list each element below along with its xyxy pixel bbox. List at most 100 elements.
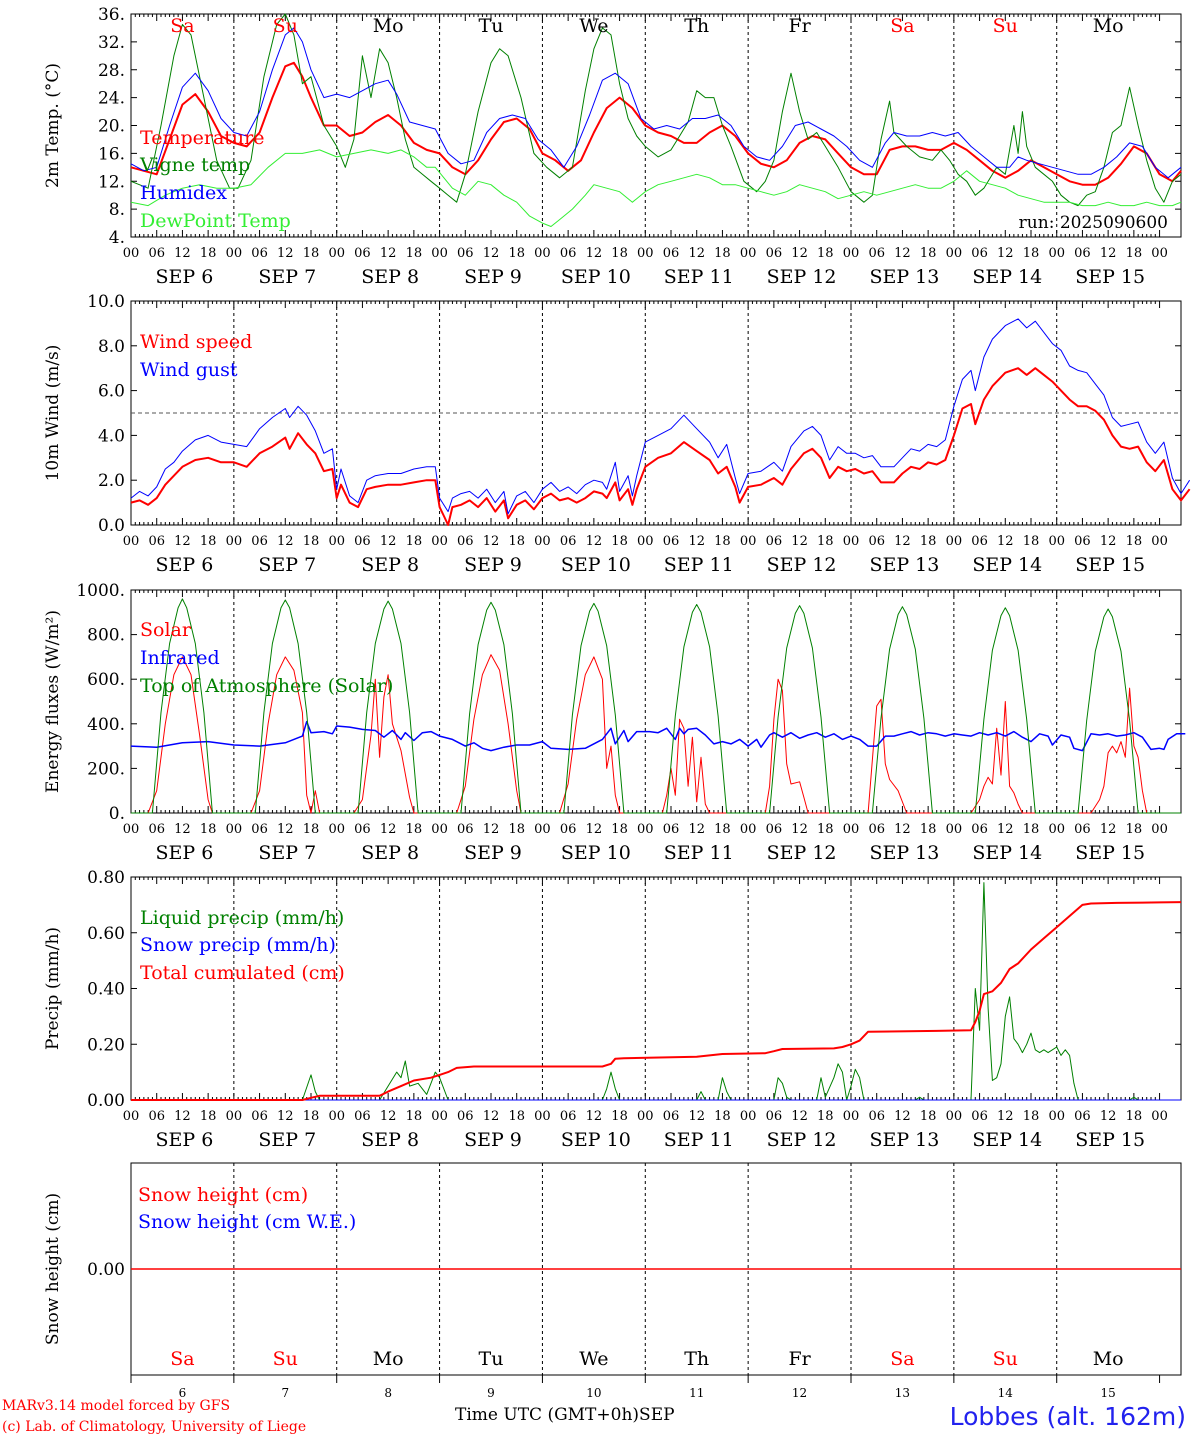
hour-label: 18 bbox=[200, 534, 217, 549]
run-annotation: run: 2025090600 bbox=[1019, 213, 1168, 233]
y-tick-label: 6.0 bbox=[98, 382, 125, 402]
date-label: SEP 10 bbox=[561, 554, 631, 576]
hour-label: 12 bbox=[997, 1109, 1014, 1124]
hour-label: 00 bbox=[740, 246, 757, 261]
y-tick-label: 800. bbox=[87, 626, 125, 646]
hour-label: 18 bbox=[200, 1109, 217, 1124]
day-number: 13 bbox=[895, 1386, 910, 1400]
hour-label: 12 bbox=[894, 246, 911, 261]
hour-label: 06 bbox=[148, 534, 165, 549]
y-tick-label: 8. bbox=[109, 200, 125, 220]
hour-label: 06 bbox=[560, 534, 577, 549]
y-tick-label: 0.60 bbox=[87, 924, 125, 944]
day-abbr-top: Su bbox=[273, 15, 298, 37]
hour-label: 18 bbox=[714, 822, 731, 837]
hour-label: 06 bbox=[1074, 822, 1091, 837]
hour-label: 00 bbox=[123, 1109, 140, 1124]
hour-label: 12 bbox=[997, 534, 1014, 549]
hour-label: 06 bbox=[251, 822, 268, 837]
day-number: 11 bbox=[689, 1386, 704, 1400]
date-label: SEP 8 bbox=[361, 266, 419, 288]
series-line-infrared bbox=[130, 720, 1186, 752]
hour-label: 00 bbox=[1048, 1109, 1065, 1124]
station-name: Lobbes (alt. 162m) bbox=[949, 1402, 1186, 1431]
hour-label: 00 bbox=[123, 534, 140, 549]
day-abbr-bottom: Sa bbox=[890, 1348, 914, 1370]
day-number: 10 bbox=[586, 1386, 601, 1400]
hour-label: 06 bbox=[663, 1109, 680, 1124]
hour-label: 00 bbox=[1151, 1109, 1168, 1124]
hour-label: 18 bbox=[1126, 822, 1143, 837]
legend-snow-height-cm-: Snow height (cm) bbox=[138, 1184, 308, 1206]
date-label: SEP 9 bbox=[464, 842, 522, 864]
legend-total-cumulated-cm-: Total cumulated (cm) bbox=[140, 962, 345, 984]
hour-label: 00 bbox=[843, 822, 860, 837]
hour-label: 00 bbox=[946, 1109, 963, 1124]
hour-label: 06 bbox=[1074, 1109, 1091, 1124]
series-line-total-cumulated-cm- bbox=[131, 901, 1182, 1101]
day-abbr-top: Sa bbox=[890, 15, 914, 37]
y-tick-label: 28. bbox=[98, 61, 125, 81]
date-label: SEP 11 bbox=[664, 266, 734, 288]
hour-label: 18 bbox=[303, 1109, 320, 1124]
hour-label: 18 bbox=[611, 822, 628, 837]
hour-label: 12 bbox=[791, 822, 808, 837]
hour-label: 12 bbox=[380, 822, 397, 837]
date-label: SEP 6 bbox=[156, 1129, 214, 1151]
hour-label: 00 bbox=[637, 534, 654, 549]
hour-label: 18 bbox=[200, 822, 217, 837]
hour-label: 12 bbox=[586, 246, 603, 261]
y-tick-label: 0.20 bbox=[87, 1035, 125, 1055]
hour-label: 12 bbox=[894, 534, 911, 549]
hour-label: 18 bbox=[508, 822, 525, 837]
date-label: SEP 6 bbox=[156, 842, 214, 864]
date-label: SEP 9 bbox=[464, 266, 522, 288]
hour-label: 12 bbox=[380, 246, 397, 261]
hour-label: 00 bbox=[534, 534, 551, 549]
hour-label: 00 bbox=[946, 822, 963, 837]
hour-label: 00 bbox=[123, 246, 140, 261]
hour-label: 00 bbox=[534, 1109, 551, 1124]
panel-2: 0.0 2.0 4.0 6.0 8.0 10.0 10m Wind (m/s) Wind sp… bbox=[43, 292, 1191, 576]
date-label: SEP 6 bbox=[156, 266, 214, 288]
hour-label: 12 bbox=[586, 822, 603, 837]
hour-label: 12 bbox=[688, 1109, 705, 1124]
day-abbr-bottom: Mo bbox=[1093, 1348, 1124, 1370]
series-line-top-of-atmosphere-solar- bbox=[131, 598, 1181, 814]
y-tick-label: 600. bbox=[87, 670, 125, 690]
hour-label: 00 bbox=[226, 822, 243, 837]
date-label: SEP 10 bbox=[561, 842, 631, 864]
hour-label: 00 bbox=[534, 822, 551, 837]
date-label: SEP 10 bbox=[561, 266, 631, 288]
day-number: 12 bbox=[792, 1386, 807, 1400]
y-tick-label: 12. bbox=[98, 172, 125, 192]
hour-label: 12 bbox=[997, 246, 1014, 261]
day-abbr-top: Fr bbox=[788, 15, 811, 37]
hour-label: 00 bbox=[328, 246, 345, 261]
y-tick-label: 0. bbox=[109, 804, 125, 824]
day-abbr-bottom: We bbox=[579, 1348, 608, 1370]
date-label: SEP 7 bbox=[258, 842, 316, 864]
date-label: SEP 12 bbox=[767, 266, 837, 288]
hour-label: 06 bbox=[868, 246, 885, 261]
date-label: SEP 12 bbox=[767, 1129, 837, 1151]
hour-label: 06 bbox=[766, 534, 783, 549]
y-axis-title: 2m Temp. (°C) bbox=[43, 63, 63, 188]
hour-label: 00 bbox=[431, 246, 448, 261]
panel-5: 0.00 Snow height (cm) Snow height (cm) Snow… bbox=[43, 1162, 1182, 1383]
hour-label: 12 bbox=[586, 534, 603, 549]
hour-label: 12 bbox=[380, 1109, 397, 1124]
hour-label: 18 bbox=[1023, 534, 1040, 549]
series-line-wind-speed bbox=[130, 367, 1191, 526]
date-label: SEP 12 bbox=[767, 554, 837, 576]
day-number: 8 bbox=[384, 1386, 392, 1400]
hour-label: 12 bbox=[586, 1109, 603, 1124]
panel-frame bbox=[130, 589, 1182, 814]
hour-label: 12 bbox=[1100, 822, 1117, 837]
hour-label: 12 bbox=[174, 534, 191, 549]
hour-label: 18 bbox=[611, 246, 628, 261]
date-label: SEP 14 bbox=[972, 266, 1042, 288]
hour-label: 12 bbox=[1100, 534, 1117, 549]
hour-label: 00 bbox=[328, 1109, 345, 1124]
